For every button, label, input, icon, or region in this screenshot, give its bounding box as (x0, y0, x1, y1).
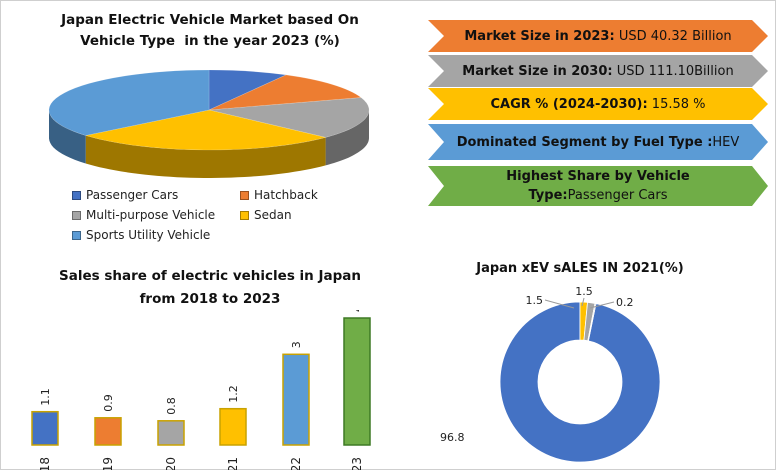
legend-label: Passenger Cars (86, 188, 179, 202)
pie-chart-title-line2: Vehicle Type in the year 2023 (%) (80, 33, 340, 49)
pie-slice-hatchback (208, 74, 362, 111)
legend-swatch-hatchback (240, 190, 249, 200)
donut-value-label-1: 1.5 (526, 294, 544, 307)
bar-value-label-19: 0.9 (102, 394, 115, 412)
legend-item-hatchback: Hatchback (240, 188, 318, 202)
info-box-dominated-segment: Dominated Segment by Fuel Type :HEV (428, 124, 768, 160)
bar-21 (219, 407, 247, 446)
bar-chart-title: Sales share of electric vehicles in Japa… (20, 265, 400, 311)
bar-value-label-22: 3 (290, 341, 303, 348)
bar-category-label-23: 23 (350, 457, 364, 470)
info-box-market-size-2023: Market Size in 2023: USD 40.32 Billion (428, 20, 768, 52)
legend-swatch-multi-purpose-vehicle (72, 210, 81, 220)
pie-chart-title-line1: Japan Electric Vehicle Market based On (61, 12, 359, 28)
legend-label: Hatchback (254, 188, 318, 202)
info-box-shape-4 (428, 124, 768, 160)
bar-category-label-18: 18 (38, 457, 52, 470)
bar-20 (157, 420, 185, 446)
legend-swatch-passenger-cars (72, 190, 81, 200)
info-box-value: USD 111.10Billion (612, 63, 734, 79)
donut-value-label-0: 96.8 (440, 431, 465, 444)
bar-value-label-23: 4.2 (351, 310, 364, 312)
bar-value-label-18: 1.1 (39, 388, 52, 406)
donut-chart: 96.8 1.5 1.5 0.2 (440, 285, 661, 463)
info-box-highest-share: Highest Share by Vehicle Type:Passenger … (428, 166, 768, 206)
legend-swatch-sports-utility-vehicle (72, 230, 81, 240)
donut-leader-line-3 (589, 301, 615, 309)
pie-slice-sedan (85, 109, 326, 151)
info-box-value: Passenger Cars (567, 188, 668, 203)
info-box-label: CAGR % (2024-2030): (490, 96, 648, 112)
pie-side-sports-utility-vehicle (49, 110, 86, 164)
legend-label: Sports Utility Vehicle (86, 228, 211, 242)
donut-leader-line-2 (581, 297, 585, 307)
info-box-label: Market Size in 2030: (462, 63, 613, 79)
pie-slice-passenger-cars (208, 69, 288, 111)
donut-leader-line-1 (544, 299, 575, 309)
bar-19 (94, 417, 122, 446)
donut-value-label-2: 1.5 (575, 285, 593, 298)
bar-category-label-19: 19 (101, 457, 115, 470)
legend-item-multi-purpose-vehicle: Multi-purpose Vehicle (72, 208, 215, 222)
donut-slice-d (587, 302, 597, 342)
info-box-value: 15.58 % (647, 96, 706, 112)
pie-slice-sports-utility-vehicle (48, 69, 210, 136)
info-box-shape-2 (428, 55, 768, 87)
info-box-value: HEV (712, 134, 740, 150)
bar-18 (31, 410, 59, 446)
bar-chart-title-line2: from 2018 to 2023 (139, 291, 281, 307)
info-box-label: Market Size in 2023: (464, 28, 615, 44)
pie-chart-legend: Passenger Cars Hatchback Multi-purpose V… (70, 188, 370, 248)
info-box-market-size-2030: Market Size in 2030: USD 111.10Billion (428, 55, 768, 87)
bar-chart-title-line1: Sales share of electric vehicles in Japa… (58, 268, 362, 284)
bar-22 (282, 353, 310, 446)
donut-chart-title-text: Japan xEV sALES IN 2021(%) (476, 261, 684, 276)
donut-value-label-3: 0.2 (616, 296, 634, 309)
info-box-shape-3 (428, 88, 768, 120)
legend-item-passenger-cars: Passenger Cars (72, 188, 178, 202)
info-box-backgrounds (428, 20, 768, 206)
info-box-label: Dominated Segment by Fuel Type : (456, 134, 713, 150)
bar-category-label-20: 20 (164, 457, 178, 470)
info-box-cagr: CAGR % (2024-2030): 15.58 % (428, 88, 768, 120)
legend-item-sports-utility-vehicle: Sports Utility Vehicle (72, 228, 210, 242)
info-box-label-line1: Highest Share by Vehicle (506, 169, 690, 184)
info-box-label-line2: Type: (528, 188, 568, 203)
info-box-value: USD 40.32 Billion (614, 28, 732, 44)
pie-chart (48, 69, 370, 178)
pie-chart-title: Japan Electric Vehicle Market based On V… (20, 10, 400, 52)
legend-swatch-sedan (240, 210, 249, 220)
donut-slice-main (499, 301, 661, 463)
legend-label: Multi-purpose Vehicle (86, 208, 216, 222)
info-box-shape-1 (428, 20, 768, 52)
pie-side-multi-purpose-vehicle (325, 110, 369, 166)
pie-side-sedan (85, 135, 326, 178)
bar-category-label-22: 22 (289, 457, 303, 470)
legend-label: Sedan (254, 208, 292, 222)
legend-item-sedan: Sedan (240, 208, 292, 222)
donut-chart-title: Japan xEV sALES IN 2021(%) (420, 258, 740, 279)
bar-chart: 1.1 18 0.9 19 0.8 20 1.2 21 3 22 4.2 23 (31, 310, 371, 470)
bar-value-label-20: 0.8 (165, 397, 178, 415)
bar-category-label-21: 21 (226, 457, 240, 470)
bar-value-label-21: 1.2 (227, 385, 240, 403)
info-box-shape-5 (428, 166, 768, 206)
bar-23 (343, 317, 371, 446)
pie-slice-multi-purpose-vehicle (208, 97, 370, 138)
